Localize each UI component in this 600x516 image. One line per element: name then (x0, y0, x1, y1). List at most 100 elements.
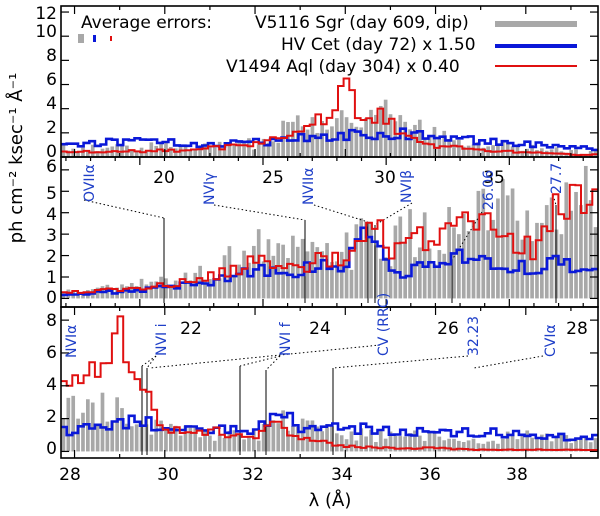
v5116-bin-bottom (398, 436, 403, 452)
v5116-bin-top (344, 117, 349, 157)
line-label-nvi-i: NVI i (154, 323, 170, 356)
v5116-bin-top (432, 126, 437, 157)
v5116-bin-bottom (144, 424, 149, 452)
v5116-bin-bottom (66, 397, 71, 452)
v5116-bin-middle (217, 278, 222, 299)
v5116-bin-bottom (227, 430, 232, 452)
v5116-bin-middle (95, 287, 100, 299)
v5116-middle-histogram (61, 165, 598, 299)
v5116-bin-bottom (505, 431, 510, 452)
v5116-bin-bottom (486, 441, 490, 452)
middle-y-labels: 0 1 2 3 4 5 6 (46, 157, 57, 308)
v5116-bin-middle (398, 216, 403, 299)
v5116-bin-top (554, 147, 559, 157)
bottom-x-labels: 28 30 32 34 36 38 (59, 465, 528, 485)
v5116-bin-bottom (427, 432, 432, 452)
v5116-bin-middle (540, 222, 544, 299)
v5116-top-histogram (61, 99, 598, 157)
line-label-nvi-beta: NVIβ (399, 170, 415, 203)
y-tick-top-6: 6 (46, 70, 57, 90)
dotted-link-nvi-f (239, 355, 281, 367)
v5116-bin-top (413, 124, 417, 157)
v5116-bin-middle (178, 284, 183, 299)
v5116-bin-bottom (388, 431, 393, 452)
v5116-bin-bottom (369, 429, 373, 452)
v5116-bin-top (271, 141, 276, 157)
v5116-bin-middle (476, 190, 481, 299)
v5116-bin-top (325, 129, 329, 157)
v5116-bin-top (86, 150, 90, 157)
v5116-bin-bottom (535, 438, 539, 452)
v5116-bin-bottom (61, 418, 66, 452)
v5116-bin-bottom (271, 420, 276, 452)
v5116-bin-middle (403, 241, 408, 299)
v5116-bin-top (500, 142, 505, 157)
v5116-bin-top (129, 149, 134, 157)
y-tick-top-0: 0 (46, 142, 57, 162)
v5116-bin-middle (588, 200, 593, 299)
v5116-bin-bottom (471, 438, 476, 452)
v5116-bin-middle (339, 251, 344, 299)
y-tick-top-10: 10 (35, 22, 57, 42)
v5116-bin-top (369, 109, 373, 157)
v5116-bin-middle (159, 276, 163, 299)
line-label-27-7: 27.7 (549, 163, 565, 194)
v5116-bin-top (222, 145, 227, 157)
x-tick-bot-32: 32 (242, 465, 264, 485)
v5116-bin-middle (344, 232, 349, 299)
v5116-bin-top (417, 119, 422, 157)
v5116-bin-bottom (574, 440, 578, 452)
axis-ticks (61, 6, 598, 458)
v5116-bin-middle (457, 234, 461, 299)
v5116-bin-bottom (237, 433, 242, 452)
dotted-link-26-06 (451, 211, 483, 261)
v5116-bin-top (378, 105, 383, 157)
v5116-bin-bottom (251, 429, 256, 452)
line-label-cv-rrc: CV (RRC) (376, 293, 392, 356)
v5116-bin-middle (549, 197, 554, 299)
v5116-bin-top (442, 130, 447, 157)
v5116-bin-top (300, 126, 305, 157)
v5116-bin-middle (515, 220, 520, 299)
v5116-bin-bottom (520, 434, 525, 452)
v5116-bin-top (227, 145, 232, 157)
v5116-bin-top (427, 136, 432, 157)
v5116-bin-bottom (76, 418, 80, 452)
v5116-bin-bottom (129, 426, 134, 452)
y-tick-mid-2: 2 (46, 247, 57, 267)
y-tick-bot-8: 8 (46, 311, 57, 331)
line-id-markers (83, 194, 557, 455)
v5116-bin-bottom (334, 433, 339, 452)
legend-swatch-v1494 (495, 65, 577, 67)
v5116-bin-bottom (281, 410, 285, 452)
v5116-bin-top (76, 152, 80, 157)
v5116-bin-middle (491, 219, 495, 299)
v5116-bin-top (66, 150, 71, 157)
v5116-bin-middle (452, 227, 456, 299)
v5116-bin-middle (281, 244, 285, 299)
v5116-bin-top (208, 145, 212, 157)
dotted-link-nvi-f-b (265, 355, 281, 371)
v5116-bin-bottom (515, 439, 520, 452)
v5116-bin-bottom (110, 420, 115, 452)
v5116-bin-bottom (300, 418, 305, 452)
line-label-26-06: 26.06 (481, 170, 497, 210)
v5116-bin-middle (359, 218, 364, 299)
v5116-bin-bottom (256, 440, 261, 452)
v5116-bin-top (90, 144, 95, 157)
v5116-bin-top (169, 146, 173, 157)
v5116-bin-bottom (178, 435, 183, 452)
y-tick-mid-1: 1 (46, 268, 57, 288)
v5116-bin-middle (149, 281, 154, 299)
v5116-bin-bottom (100, 392, 105, 452)
v5116-bin-middle (266, 239, 271, 299)
legend-swatch-v5116 (495, 21, 577, 27)
y-tick-mid-3: 3 (46, 226, 57, 246)
v5116-bin-bottom (242, 439, 246, 452)
v5116-bin-middle (212, 279, 217, 299)
x-tick-mid-20: 20 (153, 168, 175, 188)
bottom-panel-frame (60, 306, 599, 459)
v5116-bin-bottom (315, 426, 320, 452)
v5116-bin-bottom (134, 424, 139, 452)
v5116-bin-top (95, 151, 100, 157)
